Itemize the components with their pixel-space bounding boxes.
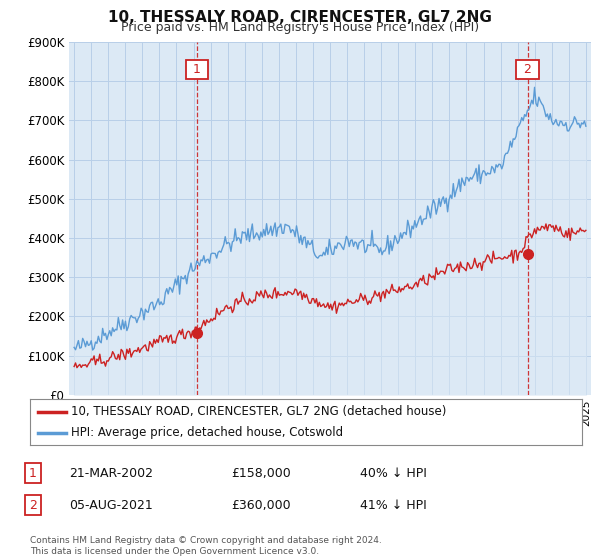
Text: 2: 2 — [29, 498, 37, 512]
Text: 05-AUG-2021: 05-AUG-2021 — [69, 498, 153, 512]
Text: 1: 1 — [29, 466, 37, 480]
Text: 40% ↓ HPI: 40% ↓ HPI — [360, 466, 427, 480]
Text: Price paid vs. HM Land Registry's House Price Index (HPI): Price paid vs. HM Land Registry's House … — [121, 21, 479, 34]
Text: 41% ↓ HPI: 41% ↓ HPI — [360, 498, 427, 512]
Text: £360,000: £360,000 — [231, 498, 290, 512]
Text: £158,000: £158,000 — [231, 466, 291, 480]
Text: Contains HM Land Registry data © Crown copyright and database right 2024.
This d: Contains HM Land Registry data © Crown c… — [30, 536, 382, 556]
Text: HPI: Average price, detached house, Cotswold: HPI: Average price, detached house, Cots… — [71, 426, 344, 439]
Text: 2: 2 — [520, 63, 535, 76]
Text: 21-MAR-2002: 21-MAR-2002 — [69, 466, 153, 480]
Text: 1: 1 — [189, 63, 205, 76]
Text: 10, THESSALY ROAD, CIRENCESTER, GL7 2NG (detached house): 10, THESSALY ROAD, CIRENCESTER, GL7 2NG … — [71, 405, 447, 418]
Text: 10, THESSALY ROAD, CIRENCESTER, GL7 2NG: 10, THESSALY ROAD, CIRENCESTER, GL7 2NG — [108, 10, 492, 25]
